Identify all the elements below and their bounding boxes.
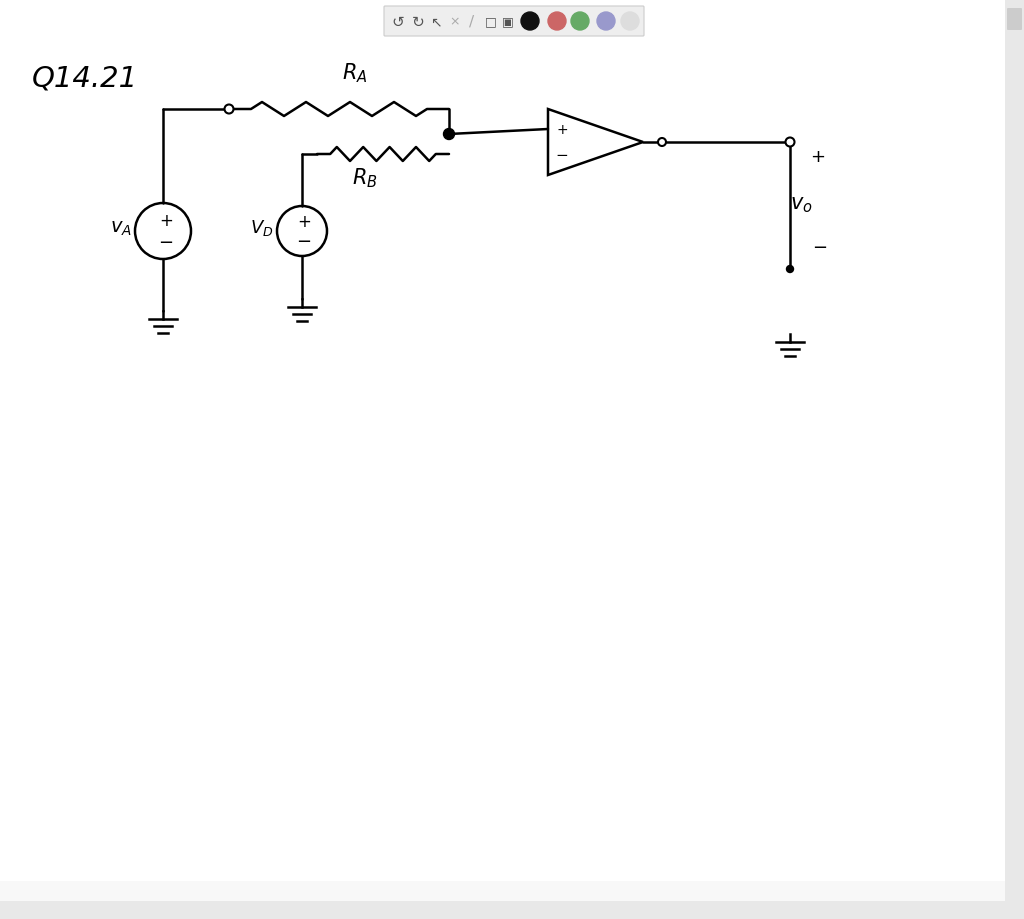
Text: +: + <box>159 211 173 230</box>
Circle shape <box>785 139 795 147</box>
FancyBboxPatch shape <box>1007 9 1022 31</box>
Text: +: + <box>297 213 311 231</box>
Text: ▣: ▣ <box>502 16 514 28</box>
Text: ↖: ↖ <box>430 15 441 29</box>
Circle shape <box>443 130 455 141</box>
Text: $R_B$: $R_B$ <box>352 166 378 189</box>
Text: ↻: ↻ <box>412 15 424 29</box>
Text: $V_D$: $V_D$ <box>250 218 273 238</box>
Text: ×: × <box>450 16 460 28</box>
Text: $v_o$: $v_o$ <box>790 195 813 215</box>
Text: □: □ <box>485 16 497 28</box>
Circle shape <box>597 13 615 31</box>
Circle shape <box>224 106 233 114</box>
FancyBboxPatch shape <box>384 7 644 37</box>
Text: −: − <box>159 233 173 252</box>
Text: −: − <box>296 233 311 251</box>
Circle shape <box>521 13 539 31</box>
Text: Q14.21: Q14.21 <box>32 64 138 92</box>
Bar <box>0 901 1005 919</box>
Bar <box>1005 0 1024 919</box>
Circle shape <box>786 267 794 273</box>
Text: +: + <box>811 148 825 165</box>
Text: $v_A$: $v_A$ <box>110 218 132 237</box>
Text: +: + <box>556 123 568 137</box>
Text: −: − <box>556 148 568 164</box>
Circle shape <box>658 139 666 147</box>
Circle shape <box>621 13 639 31</box>
Text: ↺: ↺ <box>391 15 404 29</box>
Text: −: − <box>812 239 827 256</box>
Circle shape <box>548 13 566 31</box>
Circle shape <box>571 13 589 31</box>
Text: ∕: ∕ <box>469 15 474 29</box>
Text: $R_A$: $R_A$ <box>342 62 368 85</box>
